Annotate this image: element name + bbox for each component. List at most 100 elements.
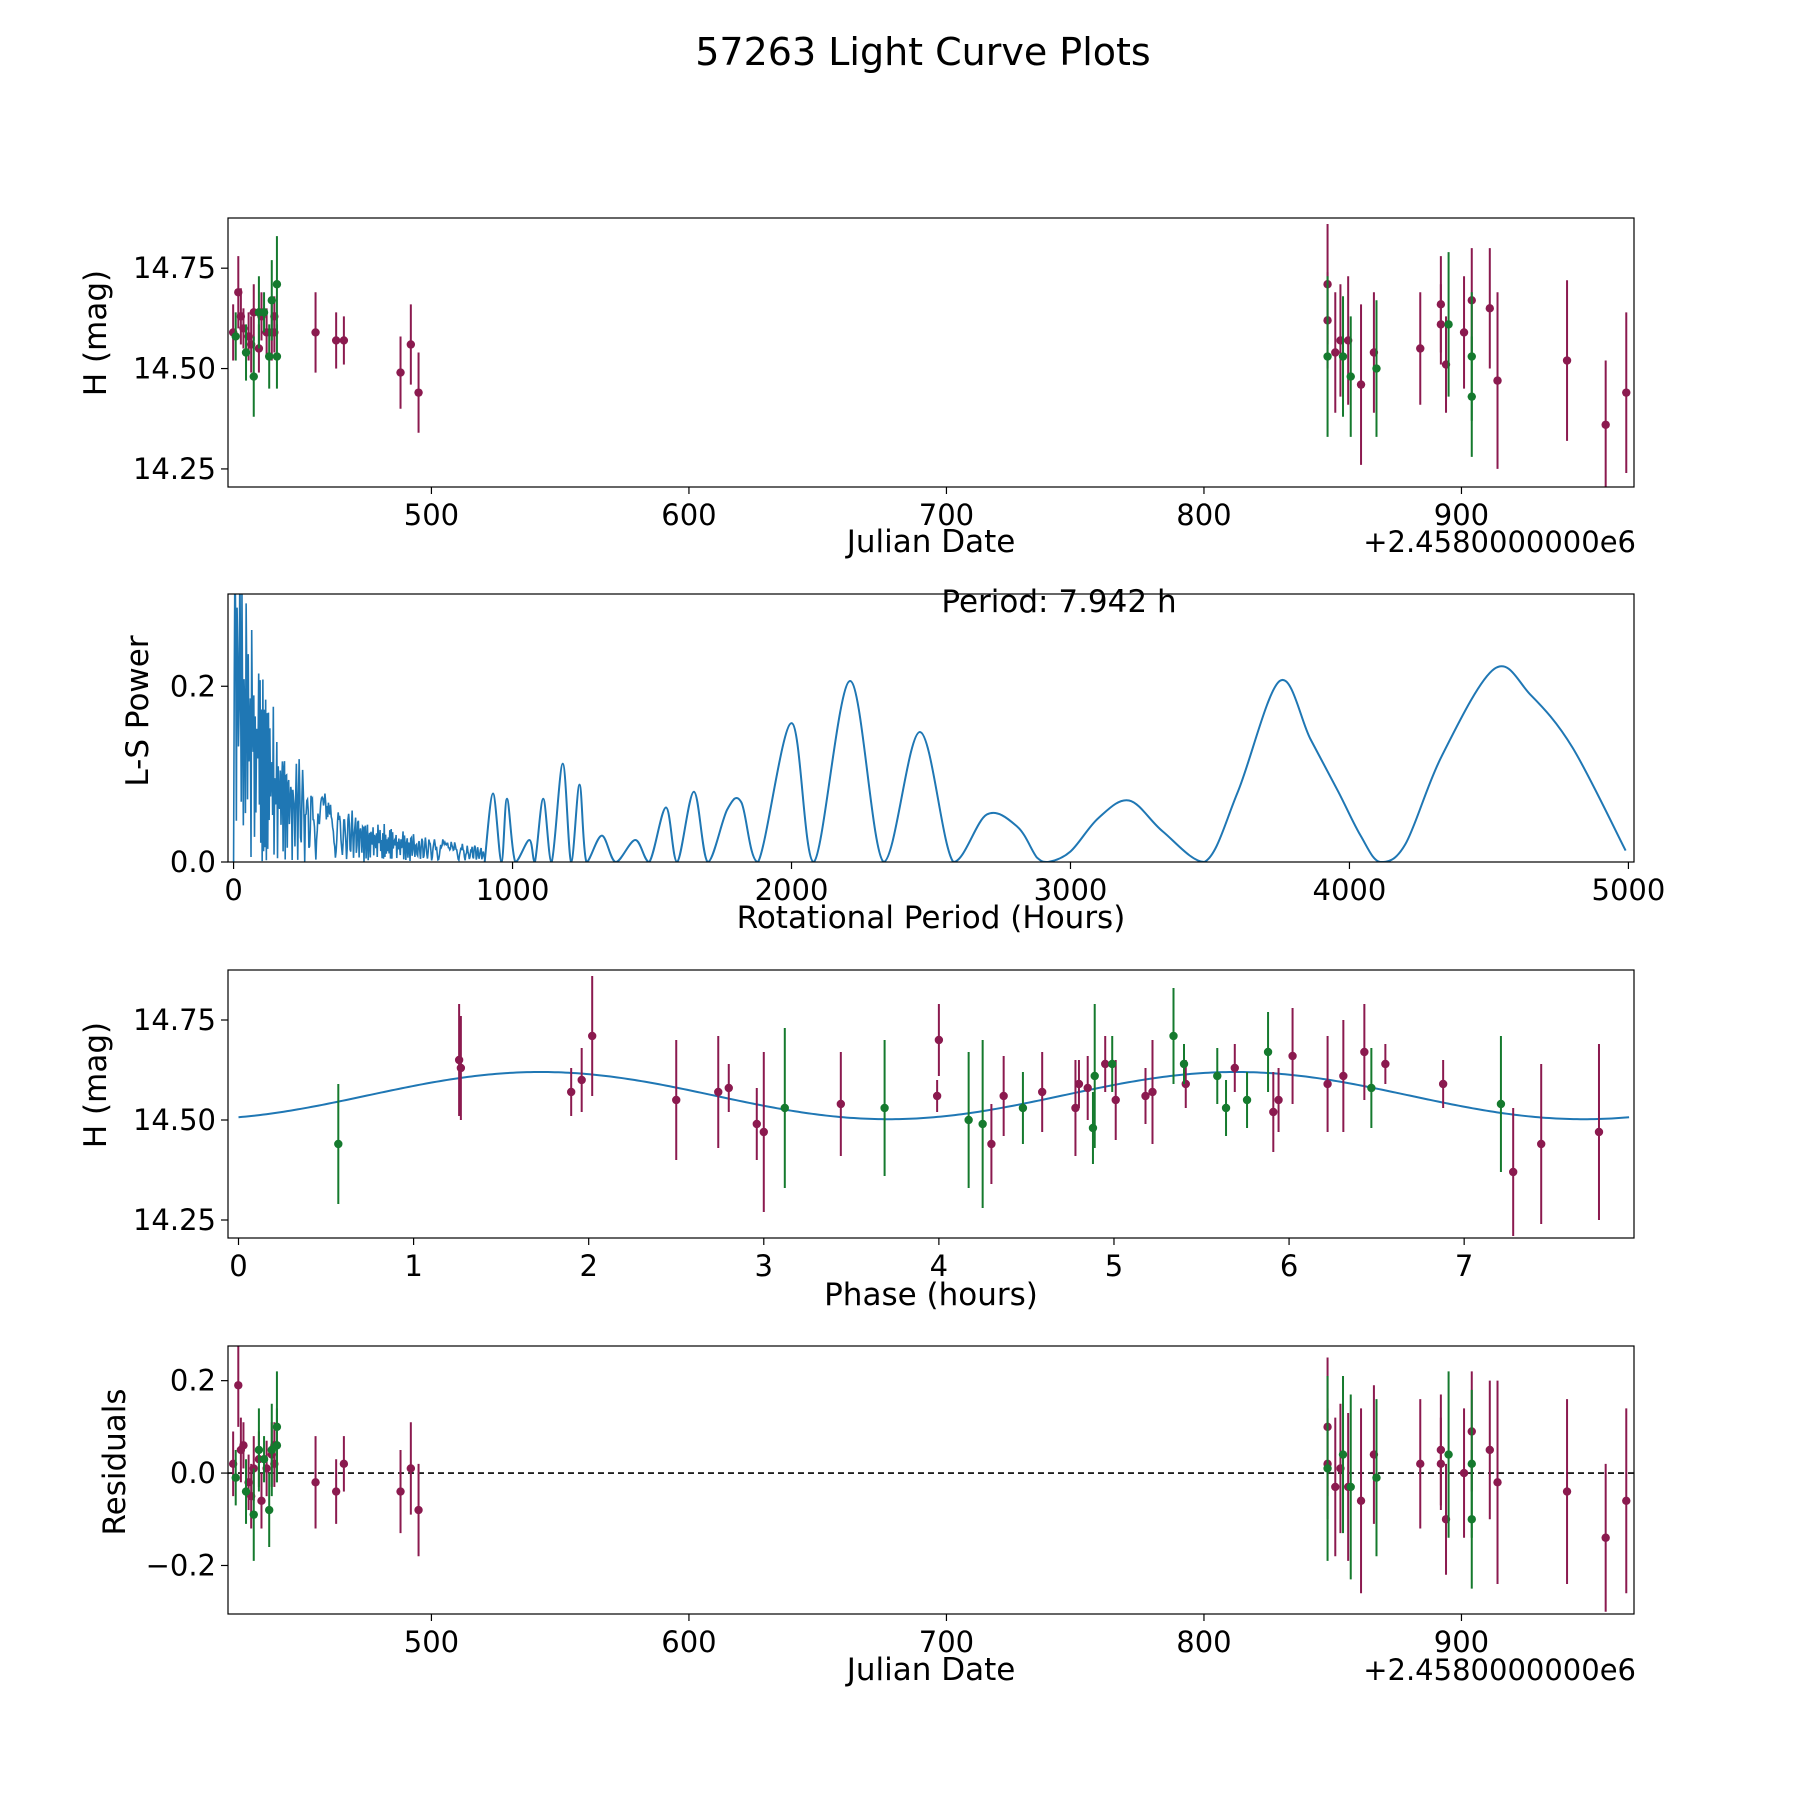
phased-band_a-point xyxy=(999,1091,1008,1101)
lightcurve-band_b-point xyxy=(1346,372,1355,381)
residuals-ylabel: Residuals xyxy=(97,1388,133,1535)
residuals-band_b-point xyxy=(1372,1473,1381,1482)
lightcurve-ytick-label: 14.50 xyxy=(133,352,216,386)
lightcurve-band_a-point xyxy=(1485,304,1494,313)
lightcurve-band_a-point xyxy=(1459,328,1469,337)
phased-band_b-point xyxy=(1018,1103,1028,1113)
residuals-band_a-point xyxy=(257,1496,266,1505)
residuals-band_b-point xyxy=(272,1422,282,1432)
phased-band_a-point xyxy=(1074,1079,1084,1089)
phased-band_a-point xyxy=(566,1087,576,1097)
residuals-band_b-point xyxy=(1444,1450,1453,1459)
phased-band_a-point xyxy=(1323,1079,1332,1089)
phased-xtick-label: 1 xyxy=(404,1249,422,1283)
lightcurve-band_b-point xyxy=(1323,352,1332,361)
phased-ytick-label: 14.50 xyxy=(133,1103,216,1137)
phased-band_a-point xyxy=(1360,1047,1369,1057)
lightcurve-band_a-point xyxy=(331,336,341,345)
lightcurve-band_a-point xyxy=(1493,376,1502,385)
residuals-xtick-label: 600 xyxy=(661,1625,716,1659)
phased-xtick-label: 3 xyxy=(755,1249,773,1283)
phased-band_b-point xyxy=(978,1119,987,1129)
lightcurve-band_b-point xyxy=(265,352,274,361)
lightcurve-band_b-point xyxy=(1338,352,1348,361)
periodogram-curve xyxy=(483,665,1627,862)
lightcurve-band_a-point xyxy=(1562,356,1572,365)
phased-band_a-point xyxy=(456,1063,466,1073)
phased-ylabel: H (mag) xyxy=(78,1022,114,1148)
periodogram-ytick-label: 0.0 xyxy=(170,845,216,879)
lightcurve-band_b-point xyxy=(1444,320,1453,329)
phased-band_a-point xyxy=(714,1087,723,1097)
residuals-band_a-point xyxy=(406,1464,416,1473)
lightcurve-band_b-point xyxy=(267,296,276,305)
residuals-band_a-point xyxy=(331,1487,341,1496)
residuals-band_a-point xyxy=(1493,1478,1502,1487)
lightcurve-band_a-point xyxy=(414,388,423,397)
lightcurve-band_b-point xyxy=(272,280,282,289)
residuals-xtick-label: 900 xyxy=(1434,1625,1489,1659)
periodogram-axes-frame xyxy=(227,593,1635,863)
lightcurve-band_a-point xyxy=(1601,420,1610,429)
phased-band_a-point xyxy=(1537,1139,1546,1149)
phased-band_b-point xyxy=(780,1103,789,1113)
phased-band_a-point xyxy=(1101,1059,1110,1069)
lightcurve-band_a-point xyxy=(311,328,320,337)
residuals-band_b-point xyxy=(231,1473,240,1482)
lightcurve-data-area xyxy=(228,224,1631,487)
residuals-offset-text: +2.4580000000e6 xyxy=(1363,1653,1636,1687)
phased-band_a-point xyxy=(1071,1103,1080,1113)
residuals-band_b-point xyxy=(265,1505,274,1515)
phased-band_b-point xyxy=(1179,1059,1189,1069)
lightcurve-band_a-point xyxy=(1331,348,1340,357)
lightcurve-xtick-label: 900 xyxy=(1434,498,1489,532)
residuals-xtick-label: 500 xyxy=(404,1625,459,1659)
residuals-xlabel: Julian Date xyxy=(845,1652,1016,1688)
panel-residuals-plot: 500 600 700 800 900 −0.2 0.0 0.2 xyxy=(146,1345,1635,1659)
phased-band_a-point xyxy=(1181,1079,1190,1089)
residuals-ytick-label: 0.0 xyxy=(170,1456,216,1490)
residuals-axes-frame xyxy=(227,1345,1635,1615)
periodogram-xtick-label: 5000 xyxy=(1592,873,1666,907)
residuals-band_a-point xyxy=(311,1478,320,1487)
lightcurve-band_a-point xyxy=(339,336,349,345)
residuals-band_a-point xyxy=(1436,1459,1446,1469)
phased-band_a-point xyxy=(577,1075,586,1085)
model-sine-curve xyxy=(238,1070,1630,1121)
periodogram-ytick-label: 0.2 xyxy=(170,669,216,703)
residuals-band_a-point xyxy=(1331,1482,1340,1492)
residuals-band_b-point xyxy=(259,1455,269,1464)
lightcurve-band_b-point xyxy=(272,352,282,361)
phased-band_a-point xyxy=(1111,1095,1120,1105)
phased-xtick-label: 5 xyxy=(1105,1249,1123,1283)
residuals-xtick-label: 700 xyxy=(919,1625,974,1659)
panel-lightcurve-plot: 500 600 700 800 900 14.25 14.50 14.75 xyxy=(133,217,1635,532)
phased-band_a-point xyxy=(1037,1087,1047,1097)
phased-band_b-point xyxy=(1367,1083,1376,1093)
period-annotation: Period: 7.942 h xyxy=(941,584,1176,620)
periodogram-xtick-label: 2000 xyxy=(755,873,829,907)
phased-band_a-point xyxy=(1508,1167,1518,1177)
phased-band_b-point xyxy=(1088,1123,1098,1133)
residuals-ytick-label: −0.2 xyxy=(146,1548,216,1582)
phased-band_a-point xyxy=(1083,1083,1092,1093)
lightcurve-axes-frame xyxy=(227,217,1635,488)
periodogram-xtick-label: 3000 xyxy=(1034,873,1108,907)
lightcurve-ytick-label: 14.75 xyxy=(133,251,216,285)
phased-xtick-label: 6 xyxy=(1280,1249,1298,1283)
phased-band_a-point xyxy=(1274,1095,1283,1105)
panel-phased-plot: 0 1 2 3 4 5 6 7 14.25 14.50 14.75 xyxy=(133,969,1635,1283)
phased-band_a-point xyxy=(1339,1071,1348,1081)
phased-band_b-point xyxy=(1242,1095,1252,1105)
phased-xtick-label: 7 xyxy=(1455,1249,1473,1283)
lightcurve-ytick-label: 14.25 xyxy=(133,452,216,486)
residuals-band_b-point xyxy=(1346,1482,1355,1492)
phased-band_a-point xyxy=(587,1031,597,1041)
lightcurve-band_a-point xyxy=(396,368,405,377)
lightcurve-xlabel: Julian Date xyxy=(845,524,1016,560)
phased-data-area xyxy=(238,976,1630,1236)
phased-band_a-point xyxy=(1594,1127,1604,1137)
panel-periodogram: 0 1000 2000 3000 4000 5000 0.0 0.2 Rotational P… xyxy=(120,584,1666,936)
lightcurve-ylabel: H (mag) xyxy=(78,270,114,396)
phased-band_a-point xyxy=(724,1083,733,1093)
